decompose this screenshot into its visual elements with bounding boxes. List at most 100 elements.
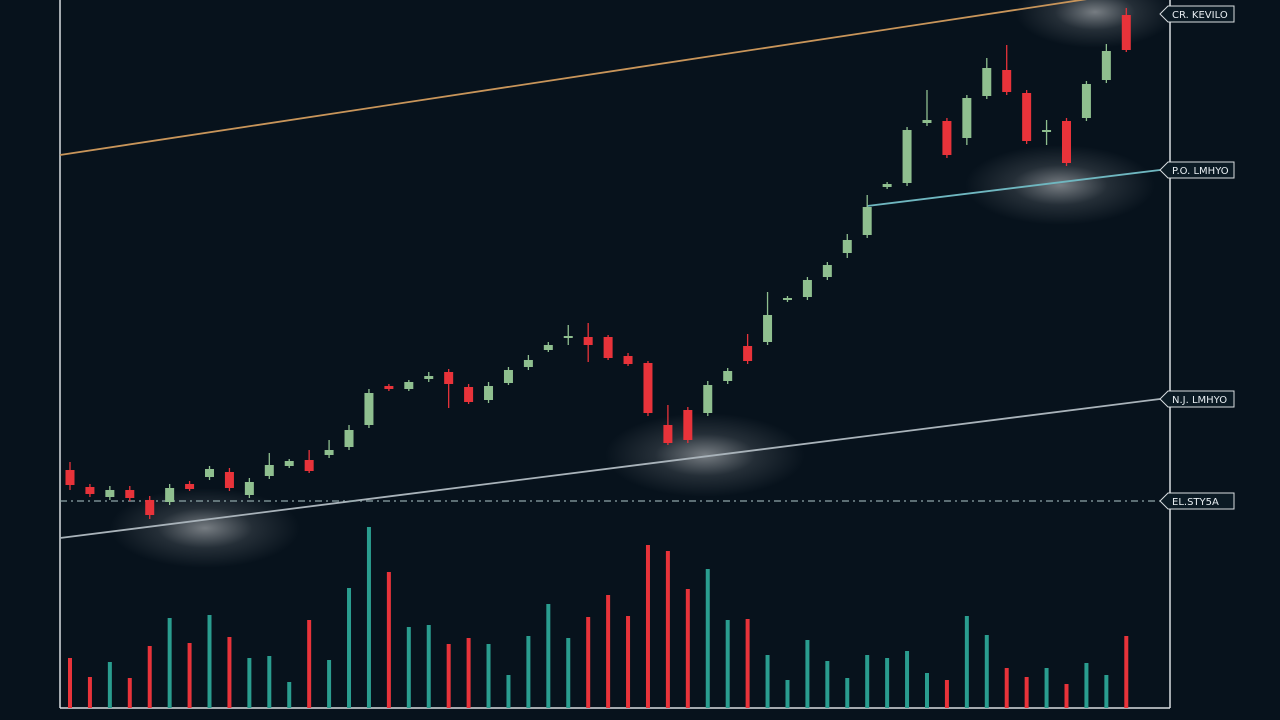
candle-body — [603, 337, 613, 358]
candle-body — [364, 393, 374, 425]
candle-body — [205, 469, 215, 477]
candle-body — [703, 385, 713, 413]
volume-bar — [307, 620, 312, 708]
volume-bar — [87, 677, 92, 708]
volume-bar — [68, 658, 72, 708]
level-tags: CR. KEVILO P.O. LMHYO N.J. LMHYO EL.STY5A — [1159, 5, 1235, 510]
volume-bar — [1024, 677, 1029, 708]
volume-bar — [645, 545, 650, 708]
volume-bar — [944, 680, 949, 708]
candle-body — [105, 490, 115, 497]
volume-bar — [805, 640, 810, 708]
candle-body — [244, 482, 254, 495]
level-line — [59, 398, 1161, 539]
candle-body — [264, 465, 274, 476]
candle-body — [284, 461, 294, 466]
candle-body — [503, 370, 513, 383]
volume-bar — [227, 637, 232, 708]
level-label: EL.STY5A — [1172, 497, 1219, 508]
candle-body — [65, 470, 75, 485]
candle-body — [484, 386, 494, 400]
candle-body — [384, 386, 394, 389]
level-label: P.O. LMHYO — [1172, 166, 1229, 177]
volume-bar — [1084, 663, 1089, 708]
candle-body — [1062, 121, 1071, 163]
volume-bar — [406, 627, 411, 708]
volume-bar — [586, 617, 591, 708]
level-line — [867, 169, 1161, 207]
candle-body — [982, 68, 992, 96]
volume-bar — [107, 662, 112, 708]
candle-body — [424, 376, 434, 379]
volume-bar — [765, 655, 770, 708]
level-tag-box — [1159, 390, 1235, 408]
volume-bar — [924, 673, 929, 708]
candle-body — [1022, 93, 1032, 141]
volume-bar — [327, 660, 332, 708]
glow — [1015, 0, 1175, 48]
volume-bar — [1064, 684, 1069, 708]
volume-bar — [1104, 675, 1109, 708]
candle-body — [185, 484, 195, 489]
glow — [110, 488, 300, 568]
candle-body — [224, 472, 234, 488]
candle-body — [543, 345, 553, 350]
volume-bar — [546, 604, 551, 708]
candle-body — [1042, 130, 1052, 132]
level-tag-box — [1159, 5, 1235, 23]
volume-bar — [865, 655, 870, 708]
volume-bar — [725, 620, 730, 708]
volume-bar — [486, 644, 491, 708]
volume-bar — [1044, 668, 1049, 708]
volume — [68, 527, 1129, 708]
candle-body — [623, 356, 633, 364]
candle-body — [962, 98, 972, 138]
candle-body — [862, 207, 872, 235]
glow — [965, 145, 1155, 225]
candle-body — [583, 337, 593, 345]
candles — [65, 8, 1131, 519]
volume-bar — [984, 635, 989, 708]
volume-bar — [665, 551, 670, 708]
candle-body — [1002, 70, 1012, 92]
candle-body — [304, 460, 314, 471]
volume-bar — [187, 643, 192, 708]
volume-bar — [905, 651, 910, 708]
candle-body — [344, 430, 354, 447]
level-line — [59, 0, 1087, 156]
volume-bar — [287, 682, 292, 708]
volume-bar — [526, 636, 531, 708]
level-tag-box — [1159, 492, 1235, 510]
candle-body — [822, 265, 832, 277]
volume-bar — [705, 569, 710, 708]
level-label: N.J. LMHYO — [1172, 395, 1227, 406]
candle-body — [1101, 51, 1111, 80]
volume-bar — [466, 638, 471, 708]
candle-body — [523, 360, 533, 367]
volume-bar — [845, 678, 850, 708]
volume-bar — [885, 658, 890, 708]
candle-body — [643, 363, 653, 413]
candle-body — [563, 336, 573, 338]
volume-bar — [247, 658, 252, 708]
glow — [605, 413, 805, 497]
volume-bar — [785, 680, 790, 708]
volume-bar — [127, 678, 132, 708]
volume-bar — [366, 527, 371, 708]
candle-body — [404, 382, 414, 389]
candle-body — [683, 410, 693, 440]
volume-bar — [825, 661, 830, 708]
candle-body — [464, 387, 474, 402]
volume-bar — [267, 656, 272, 708]
volume-bar — [566, 638, 571, 708]
volume-bar — [506, 675, 511, 708]
volume-bar — [964, 616, 969, 708]
candle-body — [723, 371, 733, 381]
candle-body — [145, 500, 155, 515]
volume-bar — [167, 618, 172, 708]
candle-body — [882, 184, 892, 187]
candle-body — [444, 372, 454, 384]
candle-body — [782, 298, 792, 300]
level-label: CR. KEVILO — [1172, 10, 1228, 21]
